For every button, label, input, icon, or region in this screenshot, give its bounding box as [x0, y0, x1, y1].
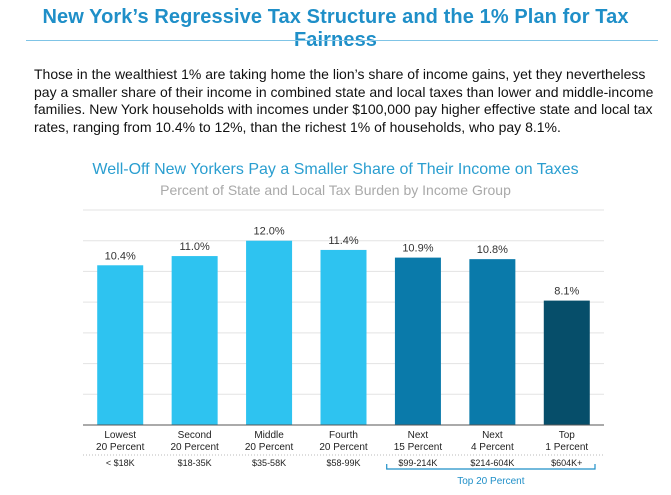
title-divider	[26, 40, 658, 41]
income-range-label: $604K+	[551, 458, 582, 468]
group-bracket	[386, 464, 596, 470]
data-label: 10.4%	[105, 250, 136, 262]
category-label-line1: Second	[178, 430, 212, 441]
category-label-line1: Next	[482, 430, 503, 441]
chart-subtitle: Percent of State and Local Tax Burden by…	[160, 182, 511, 198]
bar	[246, 240, 293, 425]
bar	[171, 256, 218, 425]
data-label: 10.8%	[477, 244, 508, 256]
intro-paragraph: Those in the wealthiest 1% are taking ho…	[34, 66, 654, 135]
bar	[320, 249, 367, 425]
income-range-label: $35-58K	[252, 458, 286, 468]
bar	[543, 300, 590, 425]
data-label: 10.9%	[402, 243, 433, 255]
income-range-label: $58-99K	[326, 458, 360, 468]
bar	[469, 259, 516, 425]
data-label: 11.4%	[328, 235, 359, 247]
category-label-line1: Next	[408, 430, 429, 441]
category-label-line1: Fourth	[329, 430, 358, 441]
category-label-line1: Top	[559, 430, 576, 441]
category-label-line2: 1 Percent	[545, 442, 588, 453]
data-label: 12.0%	[253, 226, 284, 238]
data-label: 11.0%	[179, 241, 210, 253]
bar	[97, 265, 144, 425]
category-label-line2: 20 Percent	[96, 442, 145, 453]
bar	[394, 257, 441, 425]
income-range-label: $18-35K	[178, 458, 212, 468]
income-range-label: < $18K	[106, 458, 135, 468]
group-label: Top 20 Percent	[457, 476, 524, 487]
category-label-line2: 20 Percent	[319, 442, 368, 453]
income-range-label: $214-604K	[470, 458, 514, 468]
category-label-line2: 15 Percent	[394, 442, 443, 453]
chart-title: Well-Off New Yorkers Pay a Smaller Share…	[92, 161, 579, 178]
income-range-label: $99-214K	[398, 458, 437, 468]
category-label-line2: 20 Percent	[245, 442, 294, 453]
category-label-line1: Middle	[254, 430, 284, 441]
data-label: 8.1%	[554, 286, 579, 298]
category-label-line1: Lowest	[104, 430, 136, 441]
category-label-line2: 20 Percent	[170, 442, 219, 453]
category-label-line2: 4 Percent	[471, 442, 514, 453]
